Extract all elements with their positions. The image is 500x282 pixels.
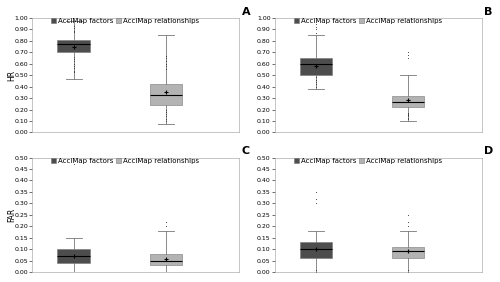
PathPatch shape bbox=[300, 242, 332, 258]
PathPatch shape bbox=[392, 247, 424, 258]
Y-axis label: FAR: FAR bbox=[7, 208, 16, 222]
PathPatch shape bbox=[58, 249, 90, 263]
PathPatch shape bbox=[150, 84, 182, 105]
Legend: AcciMap factors, AcciMap relationships: AcciMap factors, AcciMap relationships bbox=[294, 18, 442, 24]
Legend: AcciMap factors, AcciMap relationships: AcciMap factors, AcciMap relationships bbox=[52, 18, 200, 24]
Y-axis label: HR: HR bbox=[7, 70, 16, 81]
PathPatch shape bbox=[392, 96, 424, 107]
Legend: AcciMap factors, AcciMap relationships: AcciMap factors, AcciMap relationships bbox=[52, 158, 200, 164]
Text: D: D bbox=[484, 146, 494, 157]
PathPatch shape bbox=[150, 254, 182, 265]
Text: B: B bbox=[484, 7, 492, 17]
Legend: AcciMap factors, AcciMap relationships: AcciMap factors, AcciMap relationships bbox=[294, 158, 442, 164]
PathPatch shape bbox=[58, 40, 90, 52]
Text: C: C bbox=[242, 146, 250, 157]
PathPatch shape bbox=[300, 58, 332, 75]
Text: A: A bbox=[242, 7, 250, 17]
